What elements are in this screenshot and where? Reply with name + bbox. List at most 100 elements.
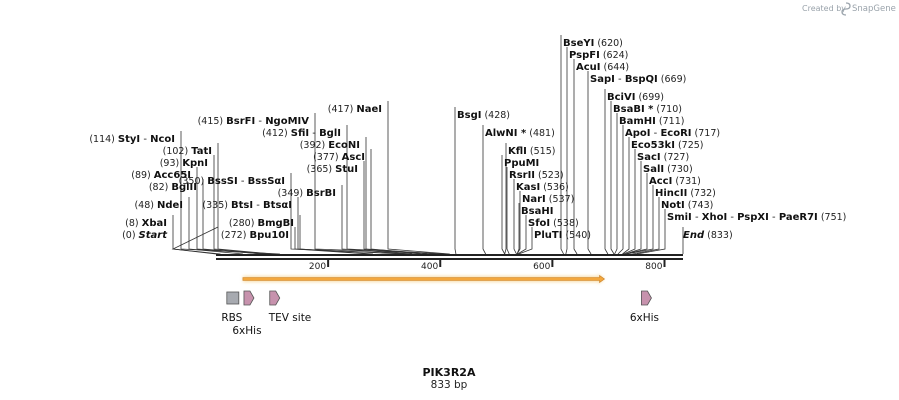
enzyme-leader-line [617,125,624,255]
enzyme-styi[interactable]: (114) StyI - NcoI [89,134,175,145]
enzyme-label: (350) BssSI - BssSαI [179,176,285,187]
enzyme-stui[interactable]: (365) StuI [307,164,358,175]
enzyme-leader-line [587,71,592,255]
enzyme-name: BseYI [563,38,594,49]
enzyme-name: BsrBI [306,188,336,199]
enzyme-xbai[interactable]: (8) XbaI [125,218,167,229]
enzyme-btsi[interactable]: (335) BtsI - BtsαI [202,200,292,211]
enzyme-end[interactable]: End (833) [683,230,733,241]
tev-site-feature[interactable] [269,290,281,306]
enzyme-name: BciVI [607,92,635,103]
enzyme-label: PluTI (540) [534,230,591,241]
enzyme-tati[interactable]: (102) TatI [163,146,212,157]
enzyme-kpni[interactable]: (93) KpnI [160,158,208,169]
enzyme-leader-line [626,185,654,255]
enzyme-position: (102) [163,146,192,157]
enzyme-bseyi[interactable]: BseYI (620) [563,38,623,49]
enzyme-name: NgoMIV [265,116,309,127]
enzyme-label: ApoI - EcoRI (717) [625,128,720,139]
enzyme-bsahi[interactable]: BsaHI [521,206,553,217]
enzyme-position: (392) [300,140,329,151]
enzyme-acci[interactable]: AccI (731) [649,176,701,187]
enzyme-alwni[interactable]: AlwNI * (481) [485,128,555,139]
enzyme-smii[interactable]: SmiI - XhoI - PspXI - PaeR7I (751) [667,212,846,223]
enzyme-name: RsrII [509,170,535,181]
features: RBS 6xHis TEV site 6xHis [221,290,659,337]
enzyme-sfii[interactable]: (412) SfiI - BglI [262,128,341,139]
enzyme-start[interactable]: (0) Start [122,230,168,241]
enzyme-asci[interactable]: (377) AscI [313,152,365,163]
orf-arrow[interactable] [242,274,606,284]
enzyme-position: (711) [656,116,685,127]
enzyme-separator: - [692,212,702,223]
enzyme-bsabi[interactable]: BsaBI * (710) [613,104,682,115]
enzyme-label: HincII (732) [655,188,716,199]
ruler-tick [551,260,554,267]
enzyme-pspfi[interactable]: PspFI (624) [569,50,628,61]
enzyme-sfoi[interactable]: SfoI (538) [528,218,579,229]
enzyme-name: BtsI [231,200,253,211]
enzyme-bsrbi[interactable]: (349) BsrBI [278,188,336,199]
enzyme-naei[interactable]: (417) NaeI [328,104,382,115]
enzyme-label: PpuMI [504,158,539,169]
enzyme-leader-line [482,125,487,255]
enzyme-apoi[interactable]: ApoI - EcoRI (717) [625,128,720,139]
enzyme-name: BsaHI [521,206,553,217]
enzyme-nari[interactable]: NarI (537) [522,194,574,205]
enzyme-acc65i[interactable]: (89) Acc65I [131,170,191,181]
enzyme-eco53ki[interactable]: Eco53kI (725) [631,140,704,151]
sequence-length: 833 bp [431,379,468,391]
enzyme-bsrfi[interactable]: (415) BsrFI - NgoMIV [198,116,310,127]
enzyme-bglii[interactable]: (82) BglII [149,182,197,193]
enzyme-kfli[interactable]: KflI (515) [508,146,555,157]
enzyme-rsrii[interactable]: RsrII (523) [509,170,564,181]
his-tag-feature-1[interactable] [243,290,255,306]
enzyme-position: (350) [179,176,208,187]
enzyme-noti[interactable]: NotI (743) [661,200,713,211]
enzyme-bmgbi[interactable]: (280) BmgBI [229,218,294,229]
enzyme-hincii[interactable]: HincII (732) [655,188,716,199]
enzyme-acui[interactable]: AcuI (644) [576,62,629,73]
enzyme-bsgi[interactable]: BsgI (428) [457,110,510,121]
enzyme-saci[interactable]: SacI (727) [637,152,689,163]
enzyme-label: BsaHI [521,206,553,217]
enzyme-separator: - [255,116,265,127]
enzyme-sali[interactable]: SalI (730) [643,164,693,175]
enzyme-ppumi[interactable]: PpuMI [504,158,539,169]
enzyme-name: NaeI [356,104,382,115]
enzyme-name: BsaBI * [613,104,654,115]
enzyme-label: AlwNI * (481) [485,128,555,139]
enzyme-label: BsgI (428) [457,110,510,121]
backbone-top-strand [216,254,683,256]
enzyme-bamhi[interactable]: BamHI (711) [619,116,684,127]
enzyme-name: KflI [508,146,527,157]
enzyme-bpu10i[interactable]: (272) Bpu10I [221,230,289,241]
enzyme-sapi[interactable]: SapI - BspQI (669) [590,74,686,85]
enzyme-bsssi[interactable]: (350) BssSI - BssSαI [179,176,285,187]
enzyme-name: BsgI [457,110,481,121]
rbs-feature[interactable] [226,291,240,305]
enzyme-position: (523) [535,170,564,181]
enzyme-separator: - [238,176,248,187]
enzyme-pluti[interactable]: PluTI (540) [534,230,591,241]
enzyme-econi[interactable]: (392) EcoNI [300,140,360,151]
enzyme-leader-line [573,59,578,255]
enzyme-position: (732) [687,188,716,199]
enzyme-separator: - [309,128,319,139]
enzyme-ndei[interactable]: (48) NdeI [134,200,183,211]
enzyme-label: (114) StyI - NcoI [89,134,175,145]
ruler-tick-label: 200 [309,262,326,272]
enzyme-kasi[interactable]: KasI (536) [516,182,569,193]
enzyme-leader-line [365,137,436,255]
enzyme-leader-line [188,197,243,255]
enzyme-label: (8) XbaI [125,218,167,229]
enzyme-leader-line [341,185,412,255]
enzyme-bcivi[interactable]: BciVI (699) [607,92,664,103]
enzyme-label: (102) TatI [163,146,212,157]
enzyme-position: (82) [149,182,172,193]
enzyme-label: (392) EcoNI [300,140,360,151]
his-tag-feature-2[interactable] [641,290,652,306]
enzyme-position: (272) [221,230,250,241]
enzyme-separator: - [727,212,737,223]
